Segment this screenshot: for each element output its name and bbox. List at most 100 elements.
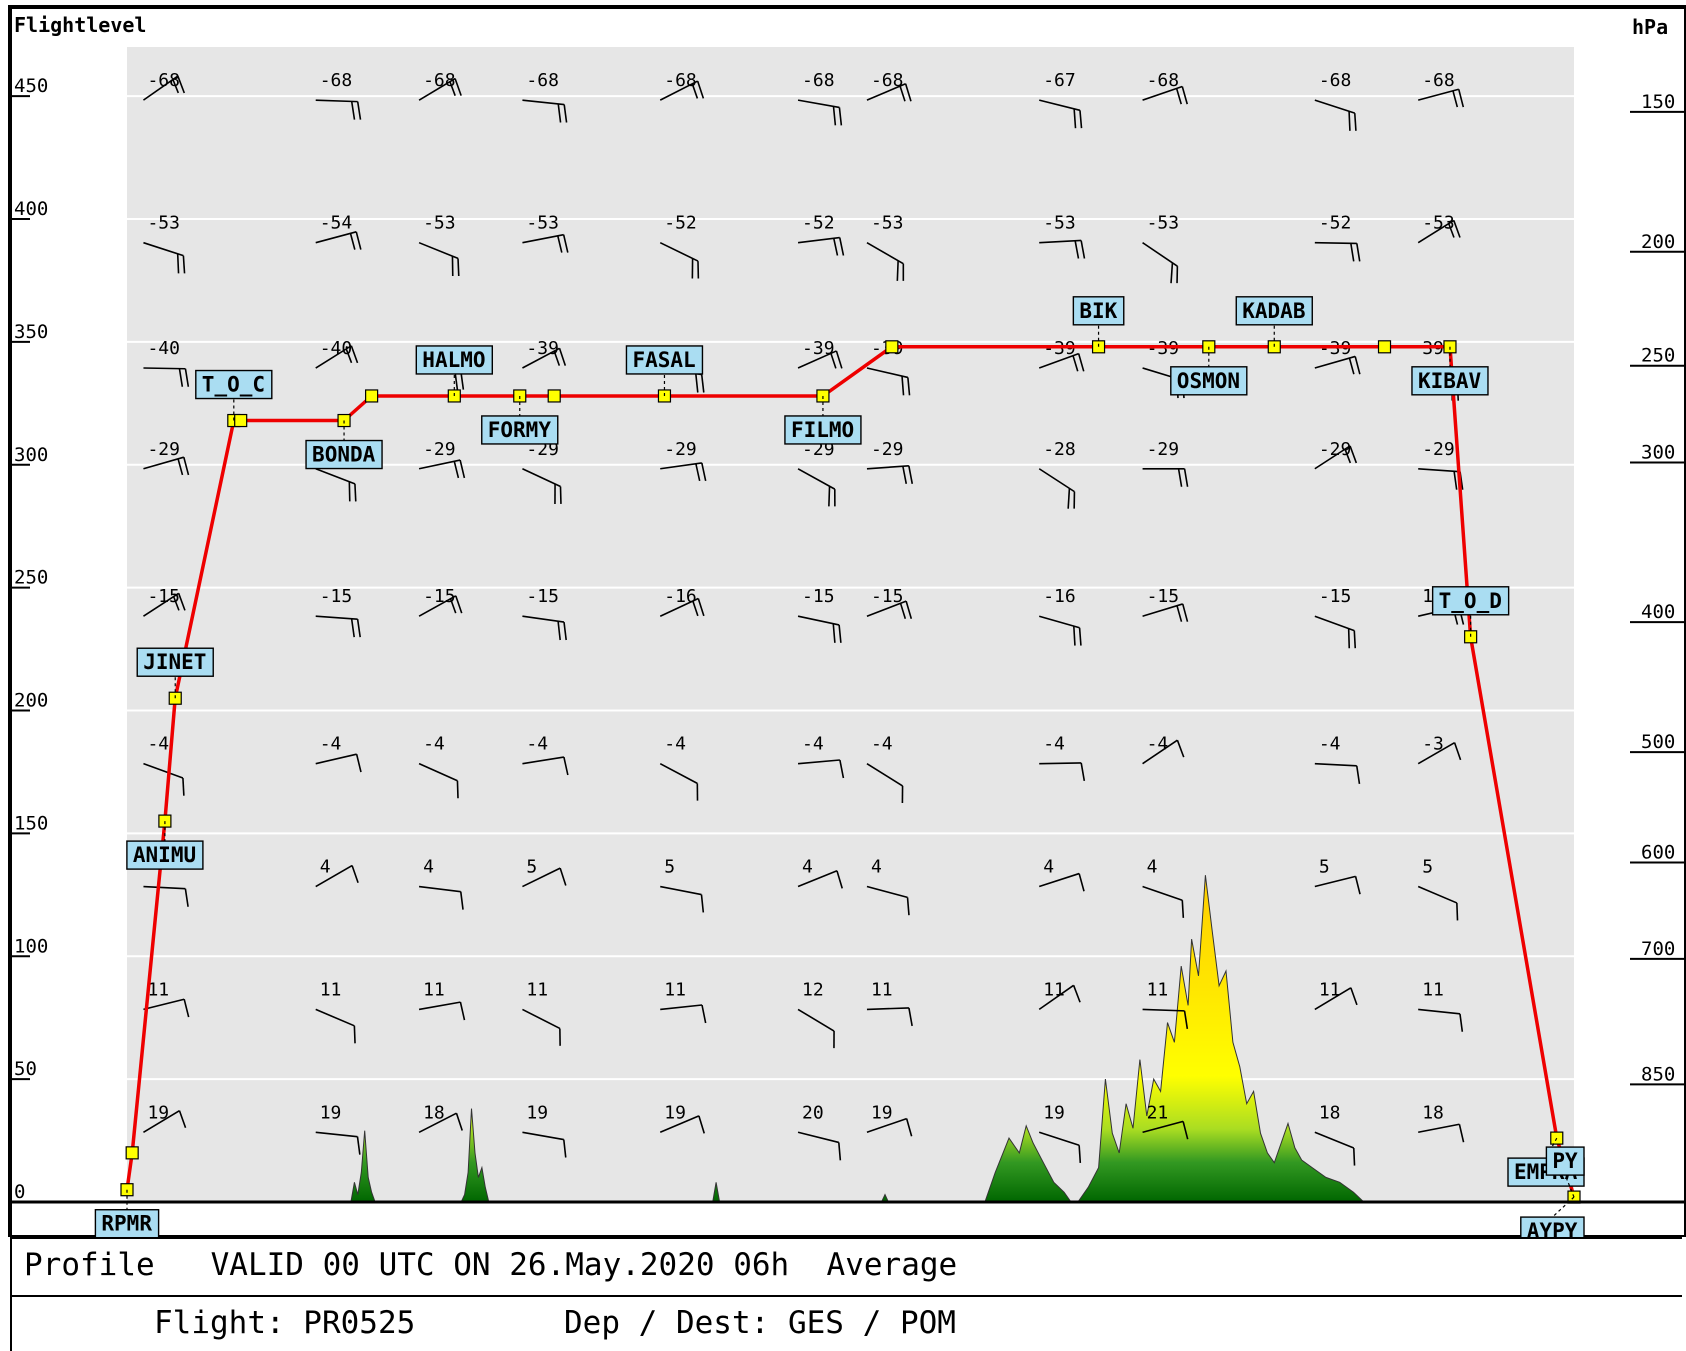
temperature-label: 12	[802, 979, 824, 1000]
wind-barb-flag	[458, 258, 459, 276]
temperature-label: -29	[147, 439, 180, 460]
temperature-label: 19	[1043, 1102, 1065, 1123]
temperature-label: -68	[871, 70, 904, 91]
flight-number: Flight: PR0525	[154, 1305, 415, 1341]
temperature-label: -29	[1319, 439, 1352, 460]
left-axis-title: Flightlevel	[14, 13, 146, 37]
waypoint-label: FORMY	[488, 418, 552, 442]
wind-barb-flag	[1349, 111, 1350, 131]
left-tick-label: 50	[14, 1058, 37, 1080]
temperature-label: -53	[526, 213, 559, 234]
temperature-label: -68	[664, 70, 697, 91]
temperature-label: -68	[147, 70, 180, 91]
waypoint-marker	[1379, 341, 1391, 353]
temperature-label: -15	[526, 586, 559, 607]
waypoint-label: ANIMU	[133, 843, 196, 867]
flight-footer: Flight: PR0525 Dep / Dest: GES / POM	[10, 1295, 1682, 1351]
temperature-label: 11	[320, 979, 342, 1000]
left-tick-label: 200	[14, 690, 48, 712]
waypoint-label: PY	[1552, 1149, 1578, 1173]
left-tick-label: 150	[14, 812, 48, 834]
temperature-label: -29	[871, 439, 904, 460]
wind-barb-flag	[1074, 626, 1075, 645]
temperature-label: -15	[320, 586, 353, 607]
temperature-label: 21	[1147, 1102, 1169, 1123]
temperature-label: -4	[320, 734, 342, 755]
waypoint-label: AYPY	[1527, 1219, 1578, 1237]
wind-barb-flag	[897, 261, 898, 281]
temperature-label: 11	[526, 979, 548, 1000]
waypoint-marker	[235, 415, 247, 427]
wind-barb-flag	[355, 484, 356, 502]
right-tick-label: 200	[1641, 231, 1675, 253]
right-tick-label: 700	[1641, 938, 1675, 960]
temperature-label: -4	[802, 734, 824, 755]
right-tick-label: 150	[1641, 91, 1675, 113]
temperature-label: -53	[423, 213, 456, 234]
temperature-label: 18	[1319, 1102, 1341, 1123]
temperature-label: -15	[1147, 586, 1180, 607]
temperature-label: 19	[147, 1102, 169, 1123]
left-tick-label: 250	[14, 567, 48, 589]
waypoint-marker	[366, 390, 378, 402]
wind-barb	[1315, 243, 1357, 244]
temperature-label: -15	[423, 586, 456, 607]
temperature-label: 5	[526, 857, 537, 878]
temperature-label: -29	[1422, 439, 1455, 460]
dep-dest: Dep / Dest: GES / POM	[564, 1305, 956, 1341]
temperature-label: -29	[423, 439, 456, 460]
waypoint-label: HALMO	[422, 348, 485, 372]
right-tick-label: 250	[1641, 345, 1675, 367]
wind-barb-flag	[1354, 1148, 1355, 1166]
temperature-label: 4	[871, 857, 882, 878]
temperature-label: 4	[423, 857, 434, 878]
waypoint-label: FILMO	[791, 418, 854, 442]
left-tick-label: 300	[14, 444, 48, 466]
waypoint-marker	[548, 390, 560, 402]
temperature-label: -16	[1043, 586, 1076, 607]
wind-barb-flag	[178, 254, 179, 274]
left-tick-label: 100	[14, 935, 48, 957]
temperature-label: 4	[802, 857, 813, 878]
temperature-label: -15	[802, 586, 835, 607]
temperature-label: -53	[1147, 213, 1180, 234]
temperature-label: 5	[664, 857, 675, 878]
wind-barb-flag	[183, 778, 184, 796]
temperature-label: 20	[802, 1102, 824, 1123]
temperature-label: 19	[320, 1102, 342, 1123]
temperature-label: 11	[423, 979, 445, 1000]
right-tick-label: 300	[1641, 441, 1675, 463]
right-tick-label: 500	[1641, 731, 1675, 753]
temperature-label: 11	[1043, 979, 1065, 1000]
temperature-label: -53	[871, 213, 904, 234]
temperature-label: 11	[1422, 979, 1444, 1000]
temperature-label: -68	[802, 70, 835, 91]
waypoint-label: BIK	[1079, 299, 1117, 323]
wind-barb	[143, 368, 185, 369]
temperature-label: -40	[147, 338, 180, 359]
temperature-label: -39	[526, 338, 559, 359]
validity-text: Profile VALID 00 UTC ON 26.May.2020 06h …	[24, 1247, 957, 1283]
wind-barb-flag	[829, 486, 830, 506]
wind-barb-flag	[1349, 629, 1350, 649]
waypoint-label: T_O_D	[1439, 589, 1502, 613]
temperature-label: 11	[1319, 979, 1341, 1000]
temperature-label: -4	[871, 734, 893, 755]
waypoint-label: KADAB	[1242, 299, 1305, 323]
temperature-label: -29	[664, 439, 697, 460]
temperature-label: -39	[802, 338, 835, 359]
temperature-label: 11	[871, 979, 893, 1000]
right-tick-label: 850	[1641, 1063, 1675, 1085]
left-tick-label: 350	[14, 321, 48, 343]
left-tick-label: 400	[14, 198, 48, 220]
wind-barb-flag	[354, 1026, 355, 1044]
temperature-label: 19	[664, 1102, 686, 1123]
temperature-label: 11	[1147, 979, 1169, 1000]
temperature-label: 4	[320, 857, 331, 878]
waypoint-marker	[886, 341, 898, 353]
temperature-label: -67	[1043, 70, 1076, 91]
wind-barb	[1039, 763, 1081, 764]
temperature-label: -15	[1319, 586, 1352, 607]
temperature-label: -68	[1319, 70, 1352, 91]
